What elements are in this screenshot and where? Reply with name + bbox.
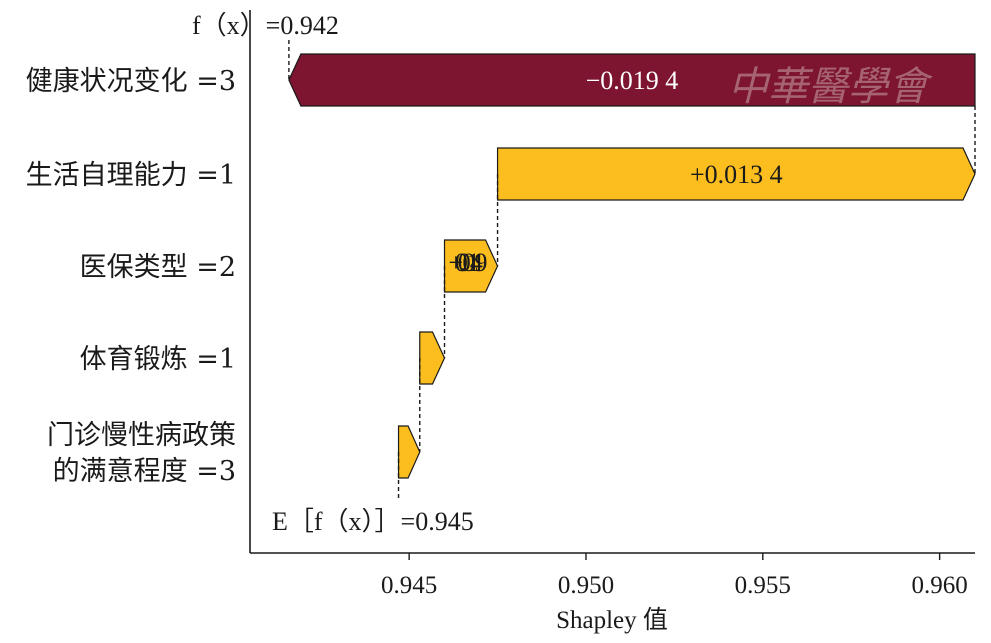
feature-label-5-line-1: 门诊慢性病政策 [47,420,236,451]
x-tick-label-3: 0.955 [735,572,791,599]
bar-value-label-1: −0.019 4 [586,66,679,95]
bar-4 [419,331,446,385]
connectors-layer [288,40,976,498]
feature-label-5-line-2: 的满意程度 =3 [53,456,236,487]
x-tick-label-1: 0.945 [381,572,437,599]
feature-label-3: 医保类型 =2 [80,252,236,283]
x-axis-label: Shapley 值 [556,606,668,634]
x-tick-label-2: 0.950 [558,572,614,599]
bar-5 [397,425,421,479]
feature-label-1: 健康状况变化 =3 [26,66,236,97]
feature-label-2: 生活自理能力 =1 [26,160,236,191]
bar-value-label-3: +0.001 49 [449,248,488,277]
bars-layer: −0.019 4 +0.013 4 +0.001 49 [288,53,976,479]
fx-annotation: f（x）=0.942 [192,11,339,40]
feature-label-4: 体育锻炼 =1 [80,344,236,375]
bar-1 [288,53,976,107]
base-value-annotation: E［f（x）］=0.945 [272,507,474,536]
feature-labels: 健康状况变化 =3 生活自理能力 =1 医保类型 =2 体育锻炼 =1 门诊慢性病政策的… [26,66,236,487]
bar-value-label-2: +0.013 4 [690,160,783,189]
watermark-logo: 中華醫學會 [728,64,933,110]
x-ticks: 0.945 0.950 0.955 0.960 [381,553,968,599]
x-tick-label-4: 0.960 [912,572,968,599]
